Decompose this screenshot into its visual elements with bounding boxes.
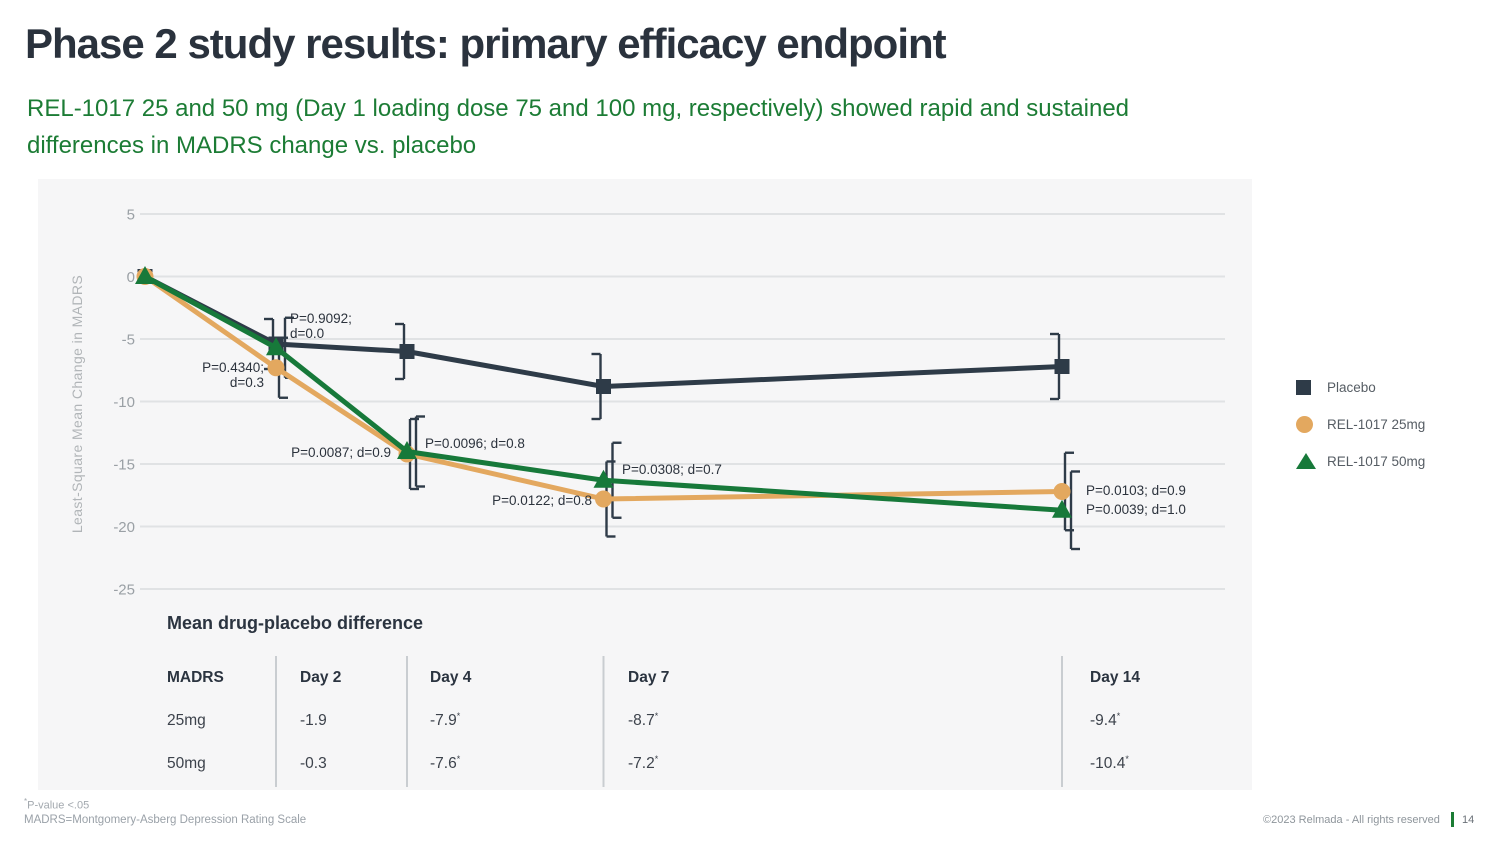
marker-square [399, 344, 415, 359]
y-tick-label: -25 [113, 582, 135, 599]
y-tick-label: -10 [113, 394, 135, 411]
annotation: P=0.4340; d=0.3 [202, 360, 264, 390]
table-row-label-25mg: 25mg [167, 712, 206, 729]
annotation: P=0.9092; d=0.0 [290, 311, 352, 341]
table-cell: -7.6* [430, 753, 461, 772]
footnotes: *P-value <.05 MADRS=Montgomery-Asberg De… [24, 797, 306, 826]
annotation: P=0.0308; d=0.7 [622, 462, 722, 477]
annotation: P=0.0122; d=0.8 [492, 493, 592, 508]
rel-50mg-triangle-icon [1296, 453, 1316, 469]
marker-triangle [135, 266, 155, 284]
annotation: P=0.0103; d=0.9 [1086, 483, 1186, 498]
footnote-pvalue: *P-value <.05 [24, 797, 90, 812]
page-number: 14 [1462, 814, 1475, 826]
table-header-madrs: MADRS [167, 669, 224, 686]
placebo-square-icon [1296, 379, 1311, 395]
table-header-day4: Day 4 [430, 669, 472, 686]
table-cell: -9.4* [1090, 710, 1121, 729]
marker-square [1054, 359, 1070, 374]
madrs-line-chart: 5 0 -5 -10 -15 -20 -25 Least-Square Mean Change… [69, 207, 1225, 787]
table-cell: -7.2* [628, 753, 659, 772]
annotation: P=0.0096; d=0.8 [425, 436, 525, 451]
legend-item-placebo: Placebo [1290, 378, 1376, 396]
legend-item-rel1017-50mg: REL-1017 50mg [1290, 452, 1425, 470]
table-cell: -7.9* [430, 710, 461, 729]
legend-label: REL-1017 25mg [1327, 416, 1426, 432]
marker-square [596, 379, 611, 394]
annotation: P=0.0039; d=1.0 [1086, 502, 1186, 517]
slide-subtitle: REL-1017 25 and 50 mg (Day 1 loading dos… [27, 95, 1130, 159]
table-header-day2: Day 2 [300, 669, 342, 686]
table-cell: -0.3 [300, 755, 327, 772]
rel-25mg-circle-icon [1296, 415, 1313, 433]
annotation: P=0.0087; d=0.9 [291, 445, 391, 460]
chart-panel: 5 0 -5 -10 -15 -20 -25 Least-Square Mean Change… [38, 179, 1252, 790]
y-tick-label: 0 [127, 269, 135, 286]
y-tick-label: -15 [113, 457, 135, 474]
error-bar [1069, 470, 1080, 551]
marker-triangle [266, 337, 286, 356]
legend-label: Placebo [1327, 379, 1376, 395]
y-tick-label: 5 [127, 207, 135, 224]
table-cell: -1.9 [300, 712, 327, 729]
marker-circle [1053, 483, 1071, 500]
marker-circle [267, 359, 285, 377]
table-cell: -8.7* [628, 710, 659, 729]
legend-label: REL-1017 50mg [1327, 453, 1426, 469]
footer-separator-bar [1451, 812, 1454, 827]
footnote-madrs-definition: MADRS=Montgomery-Asberg Depression Ratin… [24, 813, 307, 826]
marker-circle [595, 490, 612, 508]
legend-item-rel1017-25mg: REL-1017 25mg [1290, 415, 1425, 433]
table-cell: -10.4* [1090, 753, 1129, 772]
marker-triangle [593, 469, 614, 488]
y-axis-title: Least-Square Mean Change in MADRS [69, 275, 85, 533]
y-tick-label: -5 [122, 332, 135, 349]
table-heading: Mean drug-placebo difference [167, 613, 424, 633]
marker-triangle [397, 441, 417, 459]
slide-title: Phase 2 study results: primary efficacy … [25, 20, 947, 67]
marker-triangle [1052, 499, 1072, 518]
table-header-day7: Day 7 [628, 669, 670, 686]
y-tick-label: -20 [113, 519, 135, 536]
table-header-day14: Day 14 [1090, 669, 1140, 686]
table-row-label-50mg: 50mg [167, 755, 206, 772]
copyright-text: ©2023 Relmada - All rights reserved [1263, 814, 1440, 826]
